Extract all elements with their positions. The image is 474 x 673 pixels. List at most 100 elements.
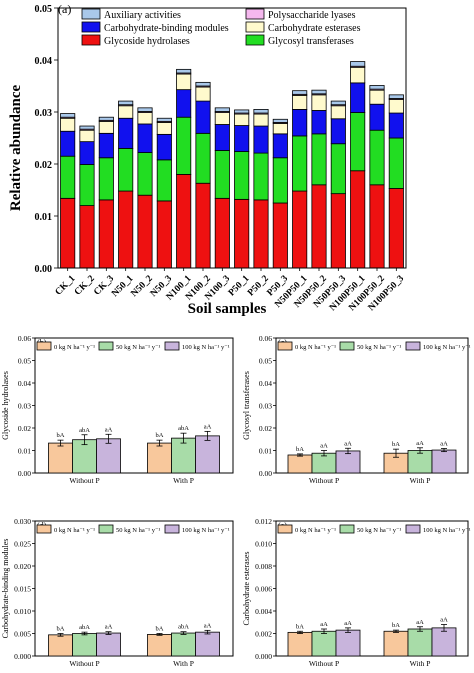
bar <box>335 450 361 474</box>
stack-segment <box>311 184 327 269</box>
bar <box>48 634 73 657</box>
bar <box>96 438 121 474</box>
stack-segment <box>79 205 95 269</box>
bar <box>195 631 220 657</box>
stack-segment <box>137 123 153 153</box>
legend-swatch <box>245 8 265 20</box>
significance-label: bA <box>296 623 304 630</box>
significance-label: aA <box>105 426 113 433</box>
stack-segment <box>388 188 404 269</box>
significance-label: aA <box>416 619 424 626</box>
y-tick-label: 0.002 <box>255 630 272 639</box>
stack-segment <box>292 190 308 269</box>
stack-segment <box>292 135 308 192</box>
stack-segment <box>369 85 385 90</box>
legend-swatch <box>81 34 101 46</box>
stack-segment <box>79 141 95 165</box>
significance-label: bA <box>392 441 400 448</box>
significance-label: bA <box>156 626 164 633</box>
legend-label: 100 kg N ha⁻¹ y⁻¹ <box>423 527 471 534</box>
legend-swatch <box>245 21 265 33</box>
legend-label: Glycoside hydrolases <box>104 36 190 47</box>
bar <box>311 630 337 657</box>
stack-segment <box>214 107 230 112</box>
bar <box>147 634 172 657</box>
stack-segment <box>195 132 211 184</box>
stack-segment <box>253 125 269 154</box>
significance-label: aA <box>344 620 352 627</box>
stack-segment <box>350 61 366 67</box>
stack-segment <box>253 109 269 114</box>
x-tick-label-a: CK_1 <box>54 274 78 298</box>
y-axis-title: Glycoside hydrolases <box>1 371 10 440</box>
bar <box>147 442 172 474</box>
stack-segment <box>330 193 346 269</box>
legend-swatch <box>277 341 293 351</box>
y-tick-label: 0.030 <box>14 517 31 526</box>
legend-label: Carbohydrate-binding modules <box>104 23 229 34</box>
stack-segment <box>214 197 230 269</box>
stack-segment <box>60 155 76 199</box>
stack-segment <box>60 130 76 157</box>
legend-swatch <box>339 341 355 351</box>
stack-segment <box>118 117 134 149</box>
stack-segment <box>137 107 153 112</box>
bar <box>287 631 313 657</box>
stack-segment <box>118 190 134 269</box>
stack-segment <box>118 100 134 106</box>
stack-segment <box>60 197 76 269</box>
stack-segment <box>330 100 346 106</box>
bar <box>407 628 433 657</box>
bar <box>48 442 73 474</box>
stack-segment <box>214 124 230 151</box>
stack-segment <box>388 112 404 139</box>
stack-segment <box>253 152 269 201</box>
y-tick-label: 0.00 <box>18 469 31 478</box>
legend-a: Auxiliary activities Polysaccharide lyase… <box>81 8 361 47</box>
y-tick-label: 0.04 <box>18 379 31 388</box>
y-tick-label: 0.010 <box>255 540 272 549</box>
stack-segment <box>176 89 192 118</box>
stack-segment <box>330 143 346 195</box>
stack-segment <box>369 129 385 186</box>
y-tick-label-a: 0.05 <box>35 4 53 15</box>
stack-segment <box>350 112 366 172</box>
stack-segment <box>98 132 114 159</box>
significance-label: aA <box>204 622 212 629</box>
significance-label: aA <box>440 440 448 447</box>
stack-segment <box>330 118 346 145</box>
y-tick-label: 0.012 <box>255 517 272 526</box>
y-tick-label: 0.004 <box>255 607 272 616</box>
y-axis-title-a: Relative abundance <box>8 85 24 212</box>
stack-segment <box>118 147 134 192</box>
stack-segment <box>156 133 172 161</box>
stack-segment <box>350 66 366 84</box>
y-tick-label: 0.01 <box>259 447 272 456</box>
legend-label: 100 kg N ha⁻¹ y⁻¹ <box>423 344 471 351</box>
x-tick-label-a: P50_1 <box>227 274 252 299</box>
legend-label: 100 kg N ha⁻¹ y⁻¹ <box>182 344 230 351</box>
bar-chart-panel-c: (c)0.000.010.020.030.040.050.06Glycosyl … <box>242 334 471 485</box>
legend-swatch <box>81 8 101 20</box>
stack-segment <box>176 116 192 175</box>
plot-frame-a <box>57 7 407 269</box>
stack-segment <box>369 89 385 105</box>
legend-label: 100 kg N ha⁻¹ y⁻¹ <box>182 527 230 534</box>
stack-segment <box>98 120 114 134</box>
bar <box>171 632 196 657</box>
significance-label: bA <box>57 626 65 633</box>
stack-segment <box>292 109 308 137</box>
stack-segment <box>253 199 269 269</box>
y-tick-label-a: 0.02 <box>35 160 53 171</box>
y-tick-label: 0.010 <box>14 607 31 616</box>
stack-segment <box>156 159 172 202</box>
stack-segment <box>292 90 308 95</box>
stack-segment <box>176 68 192 74</box>
y-tick-label: 0.005 <box>14 630 31 639</box>
stack-segment <box>311 89 327 95</box>
stack-segment <box>214 112 230 125</box>
legend-swatch <box>81 21 101 33</box>
y-axis-title: Carbohydrate esterases <box>242 552 251 626</box>
stack-segment <box>272 133 288 159</box>
